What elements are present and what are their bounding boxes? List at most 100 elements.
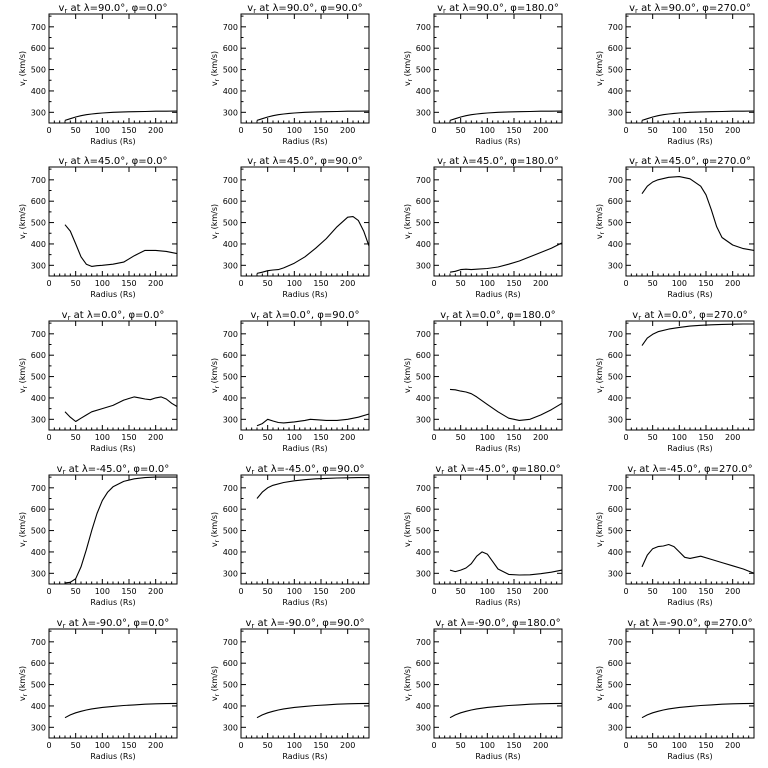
plot-frame bbox=[625, 628, 755, 739]
title-rest: at λ=45.0°, φ=90.0° bbox=[256, 156, 363, 167]
y-axis-label: vr (km/s) bbox=[18, 358, 29, 393]
x-axis-label: Radius (Rs) bbox=[667, 444, 712, 453]
plot-frame bbox=[48, 628, 178, 739]
title-v: v bbox=[629, 156, 635, 167]
x-tick-label: 0 bbox=[46, 126, 51, 135]
x-tick-label: 150 bbox=[121, 279, 136, 288]
panel-title: vr at λ=0.0°, φ=90.0° bbox=[250, 310, 359, 322]
y-tick-label: 300 bbox=[416, 108, 431, 117]
series-line bbox=[64, 110, 178, 121]
x-tick-label: 200 bbox=[148, 126, 163, 135]
y-tick-label: 600 bbox=[608, 197, 623, 206]
x-axis-label: Radius (Rs) bbox=[282, 137, 327, 146]
x-tick-label: 150 bbox=[698, 433, 713, 442]
series-line bbox=[256, 110, 370, 121]
y-tick-label: 700 bbox=[223, 23, 238, 32]
x-tick-label: 100 bbox=[480, 741, 495, 750]
y-tick-label: 700 bbox=[416, 638, 431, 647]
x-tick-label: 200 bbox=[340, 279, 355, 288]
y-tick-label: 600 bbox=[416, 505, 431, 514]
title-v: v bbox=[440, 310, 446, 321]
y-tick-label: 600 bbox=[31, 505, 46, 514]
x-tick-label: 50 bbox=[71, 587, 81, 596]
panel-10: vr at λ=0.0°, φ=90.0° 0 50 100 150 200 300 400 5… bbox=[210, 310, 370, 453]
x-tick-label: 200 bbox=[725, 279, 740, 288]
x-tick-label: 100 bbox=[95, 741, 110, 750]
x-tick-label: 150 bbox=[313, 587, 328, 596]
y-tick-label: 400 bbox=[608, 87, 623, 96]
x-tick-label: 200 bbox=[725, 587, 740, 596]
y-tick-label: 300 bbox=[416, 569, 431, 578]
panel-title: vr at λ=0.0°, φ=180.0° bbox=[440, 310, 555, 322]
y-tick-label: 600 bbox=[608, 351, 623, 360]
x-tick-label: 50 bbox=[263, 279, 273, 288]
panel-16: vr at λ=-45.0°, φ=270.0° 0 50 100 150 200 300 4… bbox=[595, 464, 755, 607]
y-tick-label: 500 bbox=[223, 219, 238, 228]
x-tick-label: 200 bbox=[725, 433, 740, 442]
panel-9: vr at λ=0.0°, φ=0.0° 0 50 100 150 200 300 400 50… bbox=[18, 310, 178, 453]
x-tick-label: 100 bbox=[287, 587, 302, 596]
plot-frame bbox=[240, 628, 370, 739]
title-rest: at λ=-90.0°, φ=90.0° bbox=[254, 618, 364, 629]
x-axis-label: Radius (Rs) bbox=[282, 444, 327, 453]
panel-title: vr at λ=90.0°, φ=180.0° bbox=[437, 3, 559, 15]
x-tick-label: 0 bbox=[238, 433, 243, 442]
x-tick-label: 50 bbox=[71, 433, 81, 442]
panel-title: vr at λ=45.0°, φ=90.0° bbox=[247, 156, 362, 168]
title-sub: r bbox=[253, 160, 256, 168]
plot-frame bbox=[48, 166, 178, 277]
x-tick-label: 200 bbox=[148, 587, 163, 596]
x-tick-label: 100 bbox=[672, 587, 687, 596]
plot-frame bbox=[48, 474, 178, 585]
series-line bbox=[641, 323, 754, 346]
y-tick-label: 600 bbox=[223, 505, 238, 514]
y-axis-label: vr (km/s) bbox=[210, 204, 221, 239]
y-tick-label: 400 bbox=[223, 240, 238, 249]
panel-title: vr at λ=-90.0°, φ=270.0° bbox=[627, 618, 752, 630]
y-tick-label: 300 bbox=[416, 261, 431, 270]
x-tick-label: 200 bbox=[533, 433, 548, 442]
y-tick-label: 300 bbox=[223, 569, 238, 578]
title-sub: r bbox=[441, 468, 444, 476]
panel-title: vr at λ=-45.0°, φ=0.0° bbox=[57, 464, 170, 476]
y-tick-label: 500 bbox=[223, 681, 238, 690]
y-tick-label: 600 bbox=[223, 351, 238, 360]
y-tick-label: 300 bbox=[608, 261, 623, 270]
title-v: v bbox=[435, 464, 441, 475]
y-axis-label: vr (km/s) bbox=[595, 512, 606, 547]
x-axis-label: Radius (Rs) bbox=[90, 137, 135, 146]
y-tick-label: 400 bbox=[416, 702, 431, 711]
title-sub: r bbox=[63, 468, 66, 476]
y-tick-label: 300 bbox=[608, 569, 623, 578]
title-rest: at λ=0.0°, φ=180.0° bbox=[449, 310, 556, 321]
x-axis-label: Radius (Rs) bbox=[282, 752, 327, 761]
series-line bbox=[641, 110, 755, 121]
y-tick-label: 500 bbox=[608, 681, 623, 690]
y-tick-label: 700 bbox=[223, 484, 238, 493]
x-axis-label: Radius (Rs) bbox=[667, 137, 712, 146]
x-tick-label: 150 bbox=[121, 126, 136, 135]
y-tick-label: 300 bbox=[31, 261, 46, 270]
panel-19: vr at λ=-90.0°, φ=180.0° 0 50 100 150 200 300 4… bbox=[403, 618, 563, 761]
plot-frame bbox=[48, 13, 178, 124]
y-tick-label: 400 bbox=[31, 548, 46, 557]
y-tick-label: 700 bbox=[416, 330, 431, 339]
title-rest: at λ=90.0°, φ=180.0° bbox=[446, 3, 559, 14]
panel-12: vr at λ=0.0°, φ=270.0° 0 50 100 150 200 300 400… bbox=[595, 310, 755, 453]
title-sub: r bbox=[256, 314, 259, 322]
title-sub: r bbox=[635, 7, 638, 15]
x-tick-label: 0 bbox=[46, 433, 51, 442]
y-tick-label: 300 bbox=[608, 415, 623, 424]
plot-frame bbox=[240, 320, 370, 431]
y-axis-label: vr (km/s) bbox=[18, 512, 29, 547]
x-tick-label: 50 bbox=[648, 587, 658, 596]
x-tick-label: 50 bbox=[648, 433, 658, 442]
x-tick-label: 0 bbox=[238, 741, 243, 750]
x-tick-label: 50 bbox=[456, 126, 466, 135]
x-axis-label: Radius (Rs) bbox=[475, 137, 520, 146]
x-tick-label: 150 bbox=[698, 126, 713, 135]
series-line bbox=[641, 702, 755, 719]
series-line bbox=[449, 388, 563, 421]
title-sub: r bbox=[64, 160, 67, 168]
